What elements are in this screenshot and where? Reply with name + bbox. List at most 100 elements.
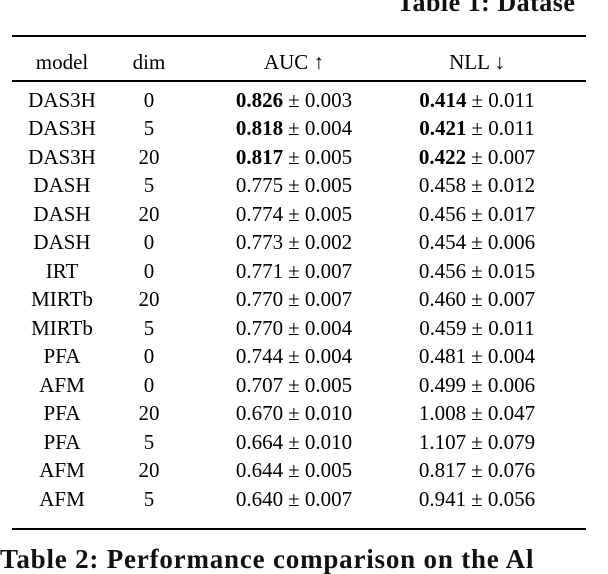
- nll-value: 0.456: [418, 201, 467, 226]
- table-row: DASH 5 0.775 ± 0.005 0.458 ± 0.012: [12, 172, 586, 201]
- table-row: DAS3H 5 0.818 ± 0.004 0.421 ± 0.011: [12, 115, 586, 144]
- table-row: DASH 0 0.773 ± 0.002 0.454 ± 0.006: [12, 229, 586, 258]
- nll-cell: 0.941 ± 0.056: [402, 488, 552, 510]
- nll-error: ± 0.011: [471, 116, 535, 141]
- table-row: PFA 5 0.664 ± 0.010 1.107 ± 0.079: [12, 428, 586, 457]
- nll-cell: 0.422 ± 0.007: [402, 144, 552, 169]
- auc-value: 0.664: [235, 429, 284, 454]
- nll-error: ± 0.017: [471, 201, 536, 226]
- nll-error: ± 0.006: [471, 230, 536, 255]
- nll-value: 0.454: [418, 230, 467, 255]
- dim-cell: 20: [138, 201, 160, 226]
- auc-error: ± 0.003: [288, 87, 353, 112]
- auc-cell: 0.707 ± 0.005: [186, 372, 402, 397]
- auc-value: 0.670: [235, 401, 284, 426]
- model-cell: MIRTb: [31, 315, 93, 340]
- dim-cell: 0: [143, 87, 155, 112]
- table-row: AFM 0 0.707 ± 0.005 0.499 ± 0.006: [12, 371, 586, 400]
- auc-value: 0.770: [235, 287, 284, 312]
- dim-cell: 5: [143, 486, 155, 511]
- auc-error: ± 0.004: [288, 344, 353, 369]
- auc-error: ± 0.005: [288, 458, 353, 483]
- column-header-auc: AUC ↑: [263, 49, 325, 74]
- auc-error: ± 0.005: [288, 372, 353, 397]
- auc-value: 0.744: [235, 344, 284, 369]
- table-row: MIRTb 20 0.770 ± 0.007 0.460 ± 0.007: [12, 286, 586, 315]
- table2-caption-fragment: Table 2: Performance comparison on the A…: [0, 544, 535, 574]
- table-row: DAS3H 20 0.817 ± 0.005 0.422 ± 0.007: [12, 143, 586, 172]
- auc-cell: 0.770 ± 0.004: [186, 315, 402, 340]
- table-row: DASH 20 0.774 ± 0.005 0.456 ± 0.017: [12, 200, 586, 229]
- auc-value: 0.817: [235, 144, 284, 169]
- dim-cell: 0: [143, 344, 155, 369]
- auc-cell: 0.644 ± 0.005: [186, 460, 402, 481]
- auc-cell: 0.771 ± 0.007: [186, 258, 402, 283]
- nll-value: 1.008: [418, 401, 467, 426]
- table-row: AFM 5 0.640 ± 0.007 0.941 ± 0.056: [12, 485, 586, 514]
- nll-value: 0.458: [418, 173, 467, 198]
- nll-cell: 1.008 ± 0.047: [402, 403, 552, 424]
- model-cell: AFM: [39, 372, 85, 397]
- auc-error: ± 0.002: [288, 230, 353, 255]
- table-bottom-rule: [12, 528, 586, 531]
- nll-cell: 0.460 ± 0.007: [402, 289, 552, 310]
- table-row: DAS3H 0 0.826 ± 0.003 0.414 ± 0.011: [12, 86, 586, 115]
- model-cell: DAS3H: [28, 144, 96, 169]
- nll-error: ± 0.011: [471, 315, 535, 340]
- nll-value: 0.459: [419, 315, 467, 340]
- nll-value: 0.421: [419, 116, 467, 141]
- nll-cell: 0.481 ± 0.004: [402, 346, 552, 367]
- auc-cell: 0.774 ± 0.005: [186, 201, 402, 226]
- table-body: DAS3H 0 0.826 ± 0.003 0.414 ± 0.011 DAS3H …: [12, 86, 586, 514]
- auc-error: ± 0.004: [288, 116, 353, 141]
- auc-cell: 0.664 ± 0.010: [186, 429, 402, 454]
- nll-error: ± 0.079: [471, 429, 536, 454]
- column-header-model: model: [35, 49, 89, 74]
- nll-value: 0.422: [418, 144, 467, 169]
- table-row: PFA 0 0.744 ± 0.004 0.481 ± 0.004: [12, 343, 586, 372]
- auc-error: ± 0.007: [288, 486, 353, 511]
- table-row: AFM 20 0.644 ± 0.005 0.817 ± 0.076: [12, 457, 586, 486]
- dim-cell: 5: [143, 173, 155, 198]
- nll-error: ± 0.007: [471, 144, 536, 169]
- nll-cell: 1.107 ± 0.079: [402, 429, 552, 454]
- nll-error: ± 0.006: [471, 372, 536, 397]
- auc-value: 0.826: [235, 87, 284, 112]
- nll-cell: 0.499 ± 0.006: [402, 372, 552, 397]
- auc-cell: 0.826 ± 0.003: [186, 87, 402, 112]
- column-header-nll: NLL ↓: [449, 49, 505, 74]
- model-cell: MIRTb: [31, 287, 93, 312]
- nll-error: ± 0.007: [471, 287, 536, 312]
- model-cell: DASH: [33, 173, 91, 198]
- nll-cell: 0.456 ± 0.015: [402, 260, 552, 282]
- table1-caption-fragment: Table 1: Datase: [397, 0, 576, 17]
- auc-cell: 0.670 ± 0.010: [186, 403, 402, 424]
- model-cell: PFA: [43, 344, 81, 369]
- dim-cell: 0: [143, 230, 155, 255]
- auc-error: ± 0.010: [288, 401, 353, 426]
- table-top-rule: [12, 35, 586, 38]
- auc-error: ± 0.007: [288, 258, 353, 283]
- nll-cell: 0.817 ± 0.076: [402, 460, 552, 481]
- auc-value: 0.773: [235, 230, 284, 255]
- dim-cell: 20: [138, 144, 160, 169]
- auc-value: 0.775: [235, 173, 284, 198]
- auc-cell: 0.744 ± 0.004: [186, 346, 402, 367]
- nll-cell: 0.454 ± 0.006: [402, 232, 552, 253]
- nll-cell: 0.458 ± 0.012: [402, 175, 552, 196]
- nll-error: ± 0.011: [471, 87, 535, 112]
- auc-value: 0.770: [235, 315, 284, 340]
- nll-value: 1.107: [418, 429, 467, 454]
- model-cell: DASH: [33, 230, 91, 255]
- nll-cell: 0.421 ± 0.011: [402, 118, 552, 139]
- model-cell: DAS3H: [28, 87, 96, 112]
- nll-cell: 0.456 ± 0.017: [402, 201, 552, 226]
- auc-error: ± 0.005: [288, 144, 353, 169]
- nll-cell: 0.459 ± 0.011: [402, 315, 552, 340]
- nll-value: 0.481: [418, 344, 467, 369]
- auc-error: ± 0.004: [288, 315, 353, 340]
- dim-cell: 5: [143, 315, 155, 340]
- auc-value: 0.774: [235, 201, 284, 226]
- auc-error: ± 0.007: [288, 287, 353, 312]
- nll-value: 0.817: [418, 458, 467, 483]
